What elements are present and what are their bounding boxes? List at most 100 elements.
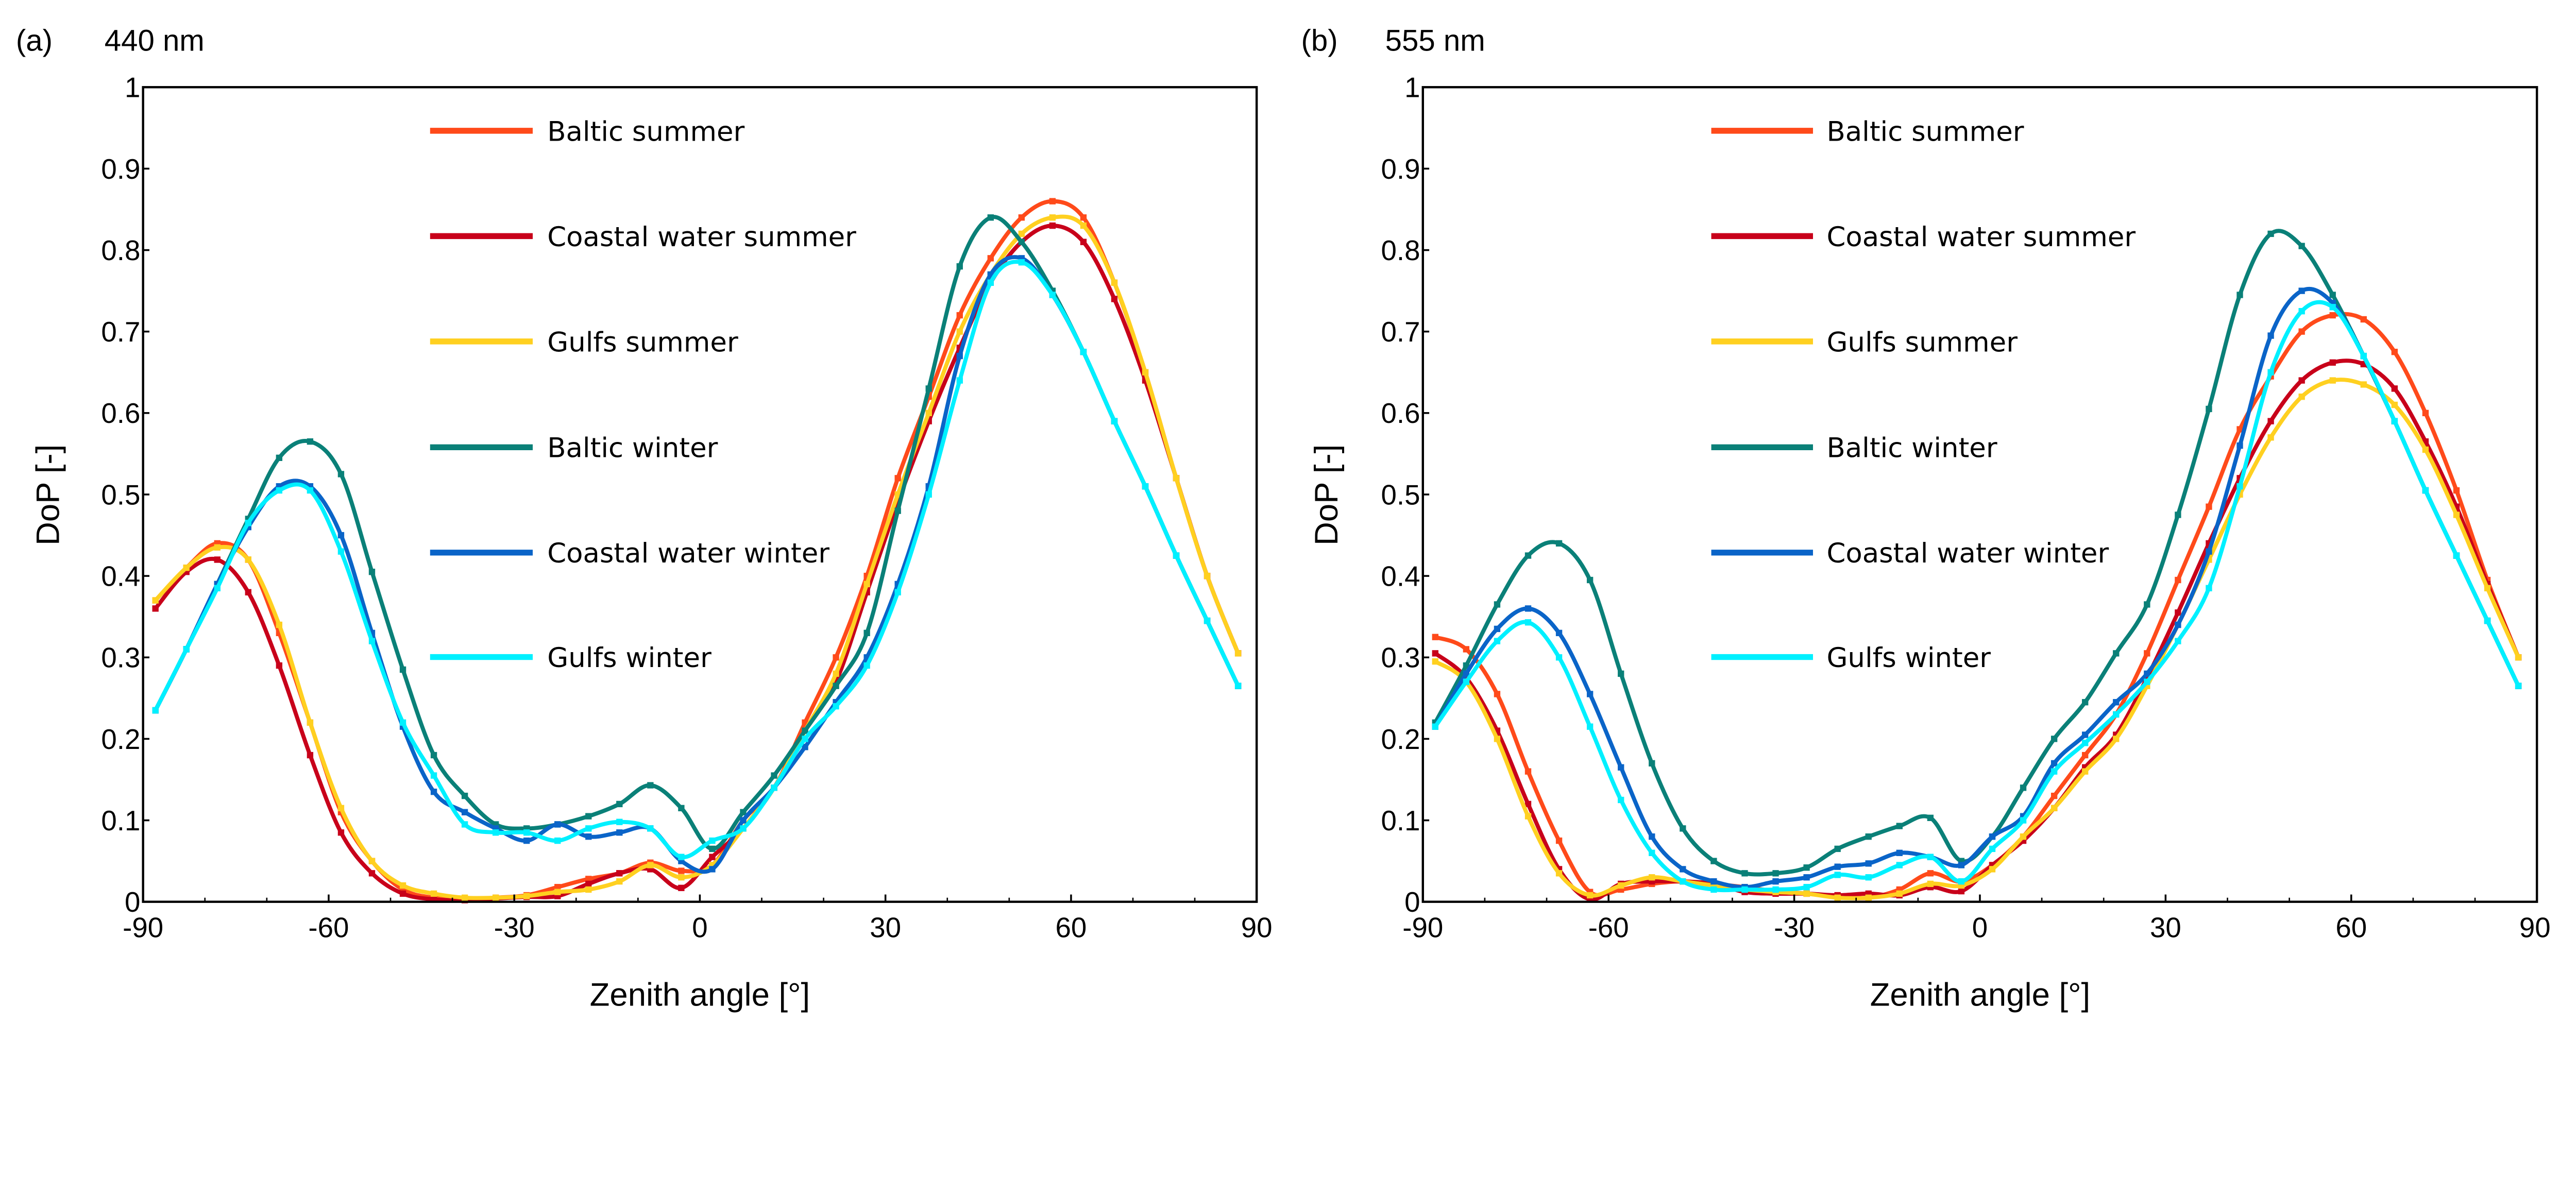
data-point-marker xyxy=(1018,238,1025,245)
data-point-marker xyxy=(2175,576,2181,584)
data-point-marker xyxy=(1710,878,1717,885)
y-tick-label: 0.9 xyxy=(1381,153,1420,185)
data-point-marker xyxy=(2113,736,2120,742)
data-point-marker xyxy=(152,597,159,604)
data-point-marker xyxy=(461,821,468,828)
data-point-marker xyxy=(1432,634,1438,640)
data-point-marker xyxy=(1834,894,1841,901)
data-point-marker xyxy=(802,736,808,742)
data-point-marker xyxy=(647,862,654,868)
data-point-marker xyxy=(740,817,747,824)
data-point-marker xyxy=(2360,381,2367,388)
data-point-marker xyxy=(2236,483,2243,490)
data-point-marker xyxy=(1049,292,1056,298)
data-point-marker xyxy=(1463,670,1470,677)
data-point-marker xyxy=(337,829,345,836)
panel-title: 440 nm xyxy=(105,24,205,58)
data-point-marker xyxy=(2484,617,2491,624)
data-point-marker xyxy=(1772,878,1779,885)
data-point-marker xyxy=(1586,691,1594,697)
data-point-marker xyxy=(1649,874,1655,881)
data-point-marker xyxy=(1234,683,1242,689)
data-point-marker xyxy=(399,666,406,673)
data-point-marker xyxy=(1865,894,1872,901)
legend-label: Gulfs winter xyxy=(547,642,711,674)
data-point-marker xyxy=(987,279,994,286)
data-point-marker xyxy=(1142,483,1149,490)
data-point-marker xyxy=(337,532,345,539)
panel-label: (b) xyxy=(1301,24,1338,58)
data-point-marker xyxy=(2206,405,2212,413)
data-point-marker xyxy=(2020,833,2027,840)
x-tick-label: -60 xyxy=(308,912,349,943)
legend-label: Gulfs summer xyxy=(547,327,738,358)
data-point-marker xyxy=(1710,886,1717,893)
data-point-marker xyxy=(368,638,376,644)
y-tick-label: 0.5 xyxy=(101,479,140,510)
data-point-marker xyxy=(802,727,808,734)
data-point-marker xyxy=(1865,874,1872,881)
plot-frame xyxy=(142,86,1258,903)
data-point-marker xyxy=(956,352,963,360)
data-point-marker xyxy=(771,772,777,779)
data-point-marker xyxy=(2175,511,2181,518)
data-point-marker xyxy=(833,703,839,710)
data-point-marker xyxy=(2422,487,2429,494)
y-tick-label: 0.8 xyxy=(101,235,140,266)
x-tick-label: -90 xyxy=(1402,912,1443,943)
data-point-marker xyxy=(2175,609,2181,616)
data-point-marker xyxy=(1865,860,1872,867)
series-line-baltic-winter xyxy=(154,215,1240,851)
data-point-marker xyxy=(678,884,685,891)
data-point-marker xyxy=(2144,670,2150,677)
data-point-marker xyxy=(894,475,901,482)
x-tick-label: -30 xyxy=(1774,912,1815,943)
data-point-marker xyxy=(276,621,283,628)
data-point-marker xyxy=(1080,222,1087,229)
data-point-marker xyxy=(1524,619,1532,626)
data-point-marker xyxy=(1680,866,1686,873)
data-point-marker xyxy=(245,589,251,595)
data-point-marker xyxy=(863,581,870,588)
data-point-marker xyxy=(337,548,345,555)
data-point-marker xyxy=(709,845,716,852)
data-point-marker xyxy=(1524,552,1532,559)
data-point-marker xyxy=(585,813,592,820)
data-point-marker xyxy=(2020,817,2027,824)
data-point-marker xyxy=(1204,617,1211,624)
data-point-marker xyxy=(523,837,530,844)
data-point-marker xyxy=(2391,385,2398,392)
data-point-marker xyxy=(1524,800,1532,808)
data-point-marker xyxy=(1741,870,1748,877)
data-point-marker xyxy=(1865,833,1872,840)
data-point-marker xyxy=(307,752,314,759)
y-tick-label: 1 xyxy=(125,72,140,104)
panel-label: (a) xyxy=(16,24,53,58)
series-group xyxy=(152,198,1242,903)
figure: (a) 440 nm Zenith angle [°] DoP [-] Balt… xyxy=(16,24,2551,1013)
data-point-marker xyxy=(307,487,314,494)
x-tick-label: 90 xyxy=(1241,912,1273,943)
data-point-marker xyxy=(399,882,406,889)
data-point-marker xyxy=(1927,814,1934,821)
data-point-marker xyxy=(1649,849,1655,856)
data-point-marker xyxy=(1494,625,1501,633)
data-point-marker xyxy=(1524,605,1532,612)
data-point-marker xyxy=(2236,442,2243,449)
data-point-marker xyxy=(616,818,623,825)
data-point-marker xyxy=(554,884,561,891)
data-point-marker xyxy=(894,589,901,595)
data-point-marker xyxy=(1618,882,1624,889)
data-point-marker xyxy=(2298,287,2305,294)
data-point-marker xyxy=(2082,731,2089,738)
y-tick-label: 0.2 xyxy=(101,724,140,755)
data-point-marker xyxy=(647,825,654,832)
x-tick-label: 0 xyxy=(1972,912,1988,943)
data-point-marker xyxy=(2267,369,2274,376)
data-point-marker xyxy=(1927,870,1934,877)
data-point-marker xyxy=(1927,854,1934,860)
data-point-marker xyxy=(678,854,685,860)
data-point-marker xyxy=(585,876,592,882)
data-point-marker xyxy=(2298,243,2305,249)
legend-label: Baltic summer xyxy=(547,116,744,147)
